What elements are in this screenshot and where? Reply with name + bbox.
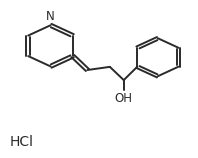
Text: N: N	[46, 10, 55, 23]
Text: OH: OH	[115, 92, 133, 105]
Text: HCl: HCl	[10, 135, 34, 149]
